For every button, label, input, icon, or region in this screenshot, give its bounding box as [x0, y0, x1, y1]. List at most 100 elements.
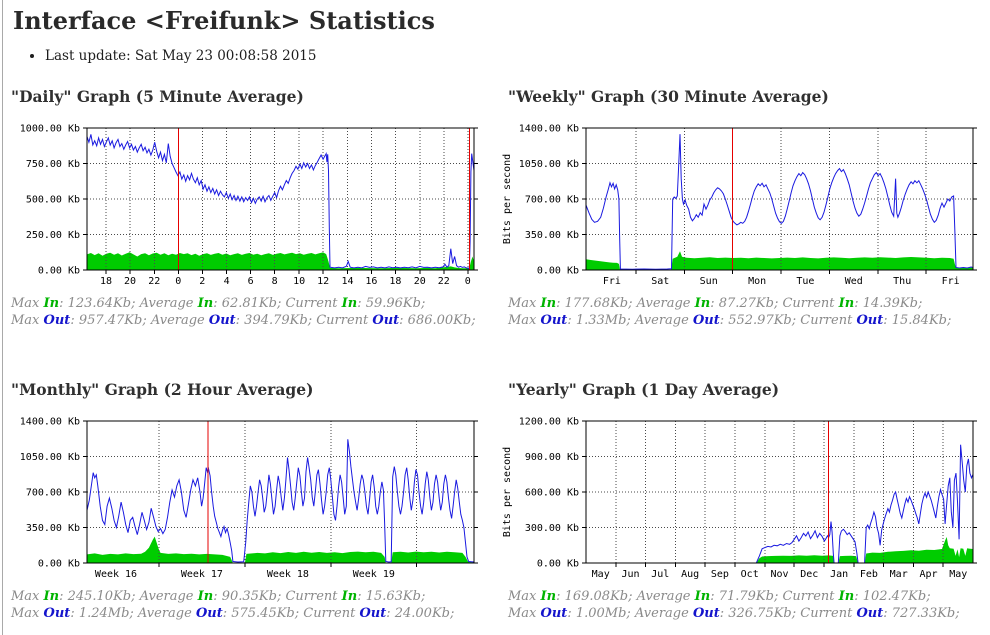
stat-current-out-value: : 24.00Kb;: [386, 605, 455, 621]
svg-text:20: 20: [414, 276, 426, 286]
in-traffic-area: [87, 536, 474, 563]
svg-text:Tue: Tue: [796, 276, 814, 286]
stat-current-in-value: : 59.96Kb;: [357, 296, 426, 311]
graph-section-yearly: "Yearly" Graph (1 Day Average) 0.00 Kb 30…: [497, 381, 990, 622]
stats-line-out: Max Out: 1.24Mb; Average Out: 575.45Kb; …: [11, 606, 497, 623]
stat-in-tag: In: [197, 296, 214, 311]
svg-text:500.00 Kb: 500.00 Kb: [26, 195, 80, 206]
stat-current-in-value: : 102.47Kb;: [854, 589, 931, 604]
svg-text:0: 0: [465, 276, 471, 286]
svg-text:22: 22: [148, 276, 160, 286]
stats-line-in: Max In: 245.10Kb; Average In: 90.35Kb; C…: [11, 589, 497, 606]
stat-in-tag: In: [43, 296, 60, 311]
stat-current-out-value: : 15.84Kb;: [883, 312, 952, 328]
svg-text:18: 18: [389, 276, 401, 286]
stat-current-label: Current: [800, 312, 857, 328]
svg-text:0.00 Kb: 0.00 Kb: [38, 266, 80, 277]
stat-in-tag: In: [694, 296, 711, 311]
out-traffic-line: [586, 444, 974, 564]
svg-text:Mon: Mon: [748, 276, 766, 286]
svg-text:1050.00 Kb: 1050.00 Kb: [519, 159, 579, 170]
svg-text:May: May: [592, 569, 610, 579]
monthly-graph-stats: Max In: 245.10Kb; Average In: 90.35Kb; C…: [11, 589, 497, 622]
svg-text:1400.00 Kb: 1400.00 Kb: [20, 417, 80, 428]
svg-text:700.00 Kb: 700.00 Kb: [525, 195, 579, 206]
stat-current-out-value: : 727.33Kb;: [883, 605, 960, 621]
stat-average-out-value: : 575.45Kb;: [222, 605, 304, 621]
svg-text:1400.00 Kb: 1400.00 Kb: [519, 124, 579, 135]
stat-average-in-value: : 71.79Kb;: [710, 589, 783, 604]
y-axis-label: Bits per second: [502, 154, 513, 244]
stat-average-out-value: : 326.75Kb;: [719, 605, 801, 621]
stat-out-tag: Out: [359, 605, 387, 621]
svg-text:18: 18: [100, 276, 112, 286]
svg-text:Jun: Jun: [621, 569, 639, 579]
stat-out-tag: Out: [43, 312, 71, 328]
stat-max-out-value: : 957.47Kb;: [70, 312, 151, 328]
stat-in-tag: In: [197, 589, 214, 604]
stat-max-out-value: : 1.24Mb;: [70, 605, 138, 621]
stat-average-label: Average: [636, 589, 695, 604]
yearly-graph-stats: Max In: 169.08Kb; Average In: 71.79Kb; C…: [508, 589, 990, 622]
stat-max-label: Max: [11, 589, 44, 604]
svg-text:Week 17: Week 17: [181, 569, 223, 579]
stat-out-tag: Out: [856, 605, 884, 621]
stat-in-tag: In: [540, 296, 557, 311]
stat-max-label: Max: [508, 312, 541, 328]
stats-line-out: Max Out: 1.00Mb; Average Out: 326.75Kb; …: [508, 606, 990, 623]
monthly-graph-image: 0.00 Kb 350.00 Kb 700.00 Kb 1050.00 Kb 1400.…: [20, 417, 478, 579]
svg-text:Sun: Sun: [700, 276, 718, 286]
stat-current-label: Current: [800, 605, 857, 621]
stat-current-in-value: : 14.39Kb;: [854, 296, 923, 311]
svg-text:May: May: [949, 569, 967, 579]
svg-text:Fri: Fri: [603, 276, 621, 286]
stat-average-label: Average: [636, 296, 695, 311]
svg-text:0.00 Kb: 0.00 Kb: [537, 559, 579, 570]
svg-text:20: 20: [124, 276, 136, 286]
svg-text:Feb: Feb: [860, 569, 878, 579]
monthly-graph-title: "Monthly" Graph (2 Hour Average): [11, 380, 314, 399]
svg-text:22: 22: [438, 276, 450, 286]
stat-max-label: Max: [508, 296, 541, 311]
svg-text:600.00 Kb: 600.00 Kb: [525, 488, 579, 499]
stat-average-out-value: : 394.79Kb;: [235, 312, 317, 328]
stat-out-tag: Out: [43, 605, 71, 621]
stat-in-tag: In: [540, 589, 557, 604]
daily-graph-image: 0.00 Kb 250.00 Kb 500.00 Kb 750.00 Kb 1000.0…: [20, 124, 478, 286]
yearly-graph-title: "Yearly" Graph (1 Day Average): [508, 380, 780, 399]
svg-text:Mar: Mar: [890, 569, 908, 579]
stat-average-label: Average: [634, 312, 693, 328]
yearly-graph-image: 0.00 Kb 300.00 Kb 600.00 Kb 900.00 Kb 1200.0…: [502, 417, 977, 579]
graph-section-daily: "Daily" Graph (5 Minute Average) 0.00 Kb…: [11, 88, 497, 329]
stat-out-tag: Out: [540, 312, 568, 328]
stat-average-label: Average: [150, 312, 209, 328]
stat-out-tag: Out: [692, 312, 720, 328]
svg-text:900.00 Kb: 900.00 Kb: [525, 452, 579, 463]
svg-text:700.00 Kb: 700.00 Kb: [26, 488, 80, 499]
svg-text:16: 16: [365, 276, 377, 286]
svg-text:Sep: Sep: [711, 569, 729, 579]
stat-current-in-value: : 15.63Kb;: [357, 589, 426, 604]
svg-text:12: 12: [317, 276, 329, 286]
svg-text:Thu: Thu: [893, 276, 911, 286]
svg-text:6: 6: [248, 276, 254, 286]
weekly-graph-stats: Max In: 177.68Kb; Average In: 87.27Kb; C…: [508, 296, 990, 329]
stat-average-label: Average: [139, 296, 198, 311]
svg-text:1000.00 Kb: 1000.00 Kb: [20, 124, 80, 135]
svg-text:Week 16: Week 16: [95, 569, 137, 579]
svg-text:2: 2: [199, 276, 205, 286]
in-traffic-area: [87, 252, 474, 270]
stat-max-out-value: : 1.33Mb;: [567, 312, 635, 328]
stat-current-label: Current: [782, 296, 839, 311]
stat-out-tag: Out: [692, 605, 720, 621]
stat-average-label: Average: [139, 589, 198, 604]
last-update: Last update: Sat May 23 00:08:58 2015: [45, 48, 990, 64]
y-axis-label: Bits per second: [502, 447, 513, 537]
svg-text:14: 14: [341, 276, 353, 286]
svg-text:750.00 Kb: 750.00 Kb: [26, 159, 80, 170]
stats-line-in: Max In: 177.68Kb; Average In: 87.27Kb; C…: [508, 296, 990, 313]
svg-text:4: 4: [224, 276, 230, 286]
svg-text:Oct: Oct: [741, 569, 759, 579]
svg-text:0.00 Kb: 0.00 Kb: [537, 266, 579, 277]
